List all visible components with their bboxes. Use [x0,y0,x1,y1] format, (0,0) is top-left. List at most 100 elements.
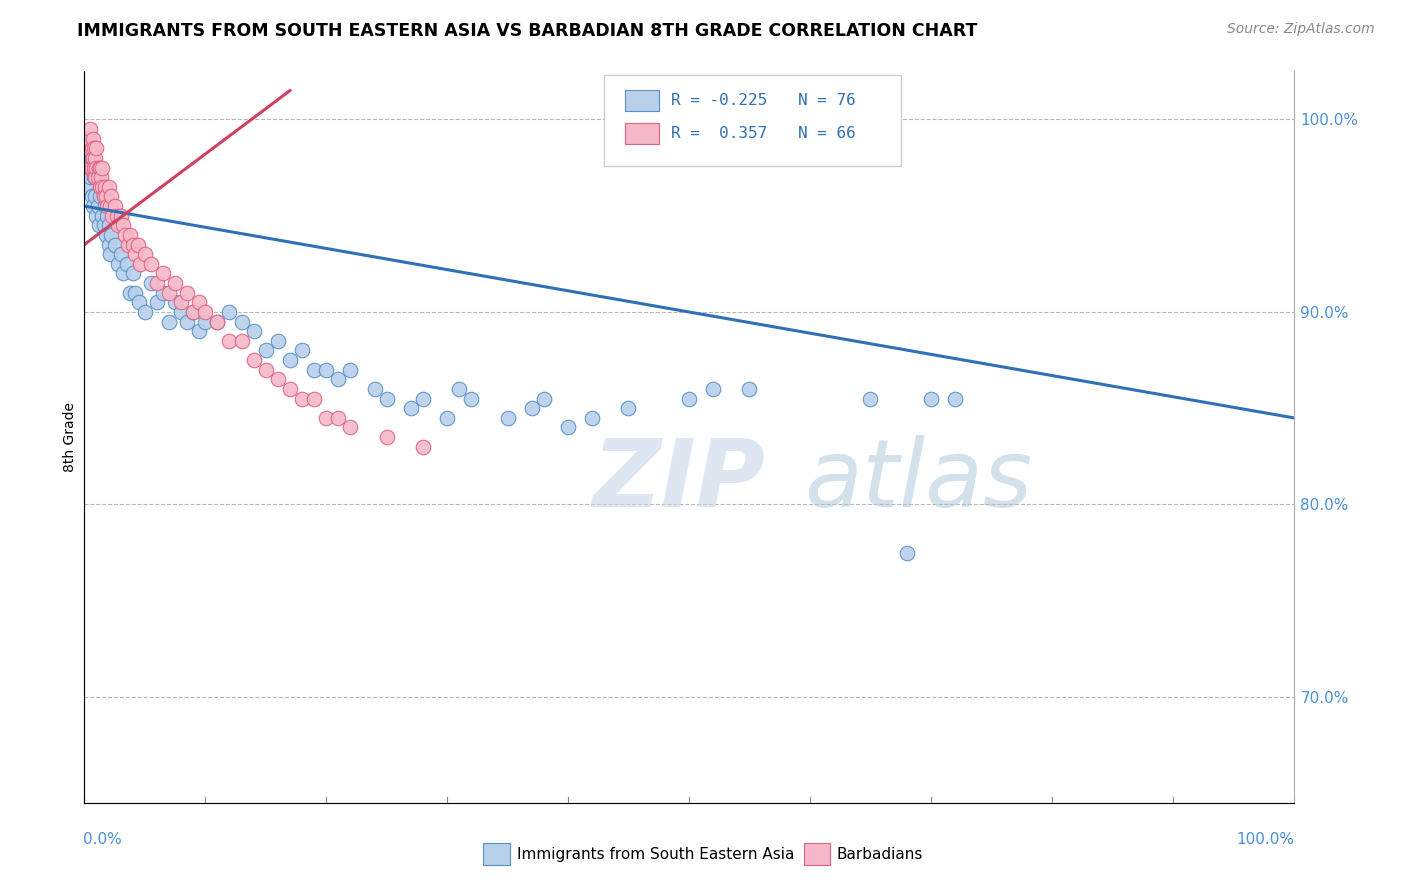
Point [315,410,337,425]
FancyBboxPatch shape [624,123,659,144]
Point [399,401,422,416]
Point [110,209,132,223]
Point [112,219,135,233]
Point [254,362,277,376]
Point [97,219,120,233]
Point [124,247,146,261]
Point [943,392,966,406]
Point [194,315,217,329]
Point [87,219,110,233]
Point [77,161,100,175]
Point [80,151,103,165]
Point [104,199,127,213]
Point [82,151,104,165]
Text: 0.0%: 0.0% [83,832,122,847]
Point [94,227,117,242]
Point [375,430,398,444]
Point [89,161,111,175]
Point [94,199,117,213]
Point [110,247,132,261]
Point [859,392,882,406]
Point [121,267,143,281]
Point [328,372,350,386]
Point [83,170,105,185]
FancyBboxPatch shape [624,90,659,111]
FancyBboxPatch shape [605,75,901,167]
Text: 100.0%: 100.0% [1237,832,1295,847]
Text: Barbadians: Barbadians [837,847,922,862]
Point [134,247,156,261]
Text: N = 76: N = 76 [797,93,855,108]
Point [86,170,108,185]
Point [146,295,169,310]
Point [129,257,152,271]
Point [127,237,149,252]
Point [107,219,129,233]
Y-axis label: 8th Grade: 8th Grade [63,402,77,472]
Point [291,343,314,358]
Text: atlas: atlas [804,435,1032,526]
Point [77,132,100,146]
Point [181,305,204,319]
Point [254,343,277,358]
Point [412,440,434,454]
Point [242,324,264,338]
Point [94,189,117,203]
Point [114,227,136,242]
Point [86,209,108,223]
Point [84,189,107,203]
Point [207,315,229,329]
Point [194,305,217,319]
Point [278,382,301,396]
Point [91,209,114,223]
Point [152,285,174,300]
Text: Source: ZipAtlas.com: Source: ZipAtlas.com [1227,22,1375,37]
Point [112,267,135,281]
Point [218,305,240,319]
Point [83,161,105,175]
Point [460,392,482,406]
Point [165,276,187,290]
Text: IMMIGRANTS FROM SOUTH EASTERN ASIA VS BARBADIAN 8TH GRADE CORRELATION CHART: IMMIGRANTS FROM SOUTH EASTERN ASIA VS BA… [77,22,977,40]
Point [436,410,458,425]
Point [87,161,110,175]
FancyBboxPatch shape [804,843,831,865]
Point [80,161,103,175]
Point [207,315,229,329]
Point [84,170,107,185]
Point [181,305,204,319]
Point [91,161,114,175]
Point [105,209,128,223]
Point [152,267,174,281]
Point [134,305,156,319]
Text: Immigrants from South Eastern Asia: Immigrants from South Eastern Asia [517,847,794,862]
Point [139,276,162,290]
Point [124,285,146,300]
Point [86,170,108,185]
Point [93,189,115,203]
Point [120,227,142,242]
Point [89,179,111,194]
Point [94,179,117,194]
Point [302,392,325,406]
Point [79,122,101,136]
Point [302,362,325,376]
Point [100,227,122,242]
Point [291,392,314,406]
Point [533,392,555,406]
Point [96,199,118,213]
Point [101,209,124,223]
Point [83,141,105,155]
Point [702,382,724,396]
Point [104,237,127,252]
Point [738,382,761,396]
Point [278,353,301,368]
Point [617,401,640,416]
Point [93,189,115,203]
Text: N = 66: N = 66 [797,126,855,141]
Point [375,392,398,406]
Point [412,392,434,406]
Text: R =  0.357: R = 0.357 [671,126,768,141]
Point [90,170,112,185]
Point [128,295,150,310]
